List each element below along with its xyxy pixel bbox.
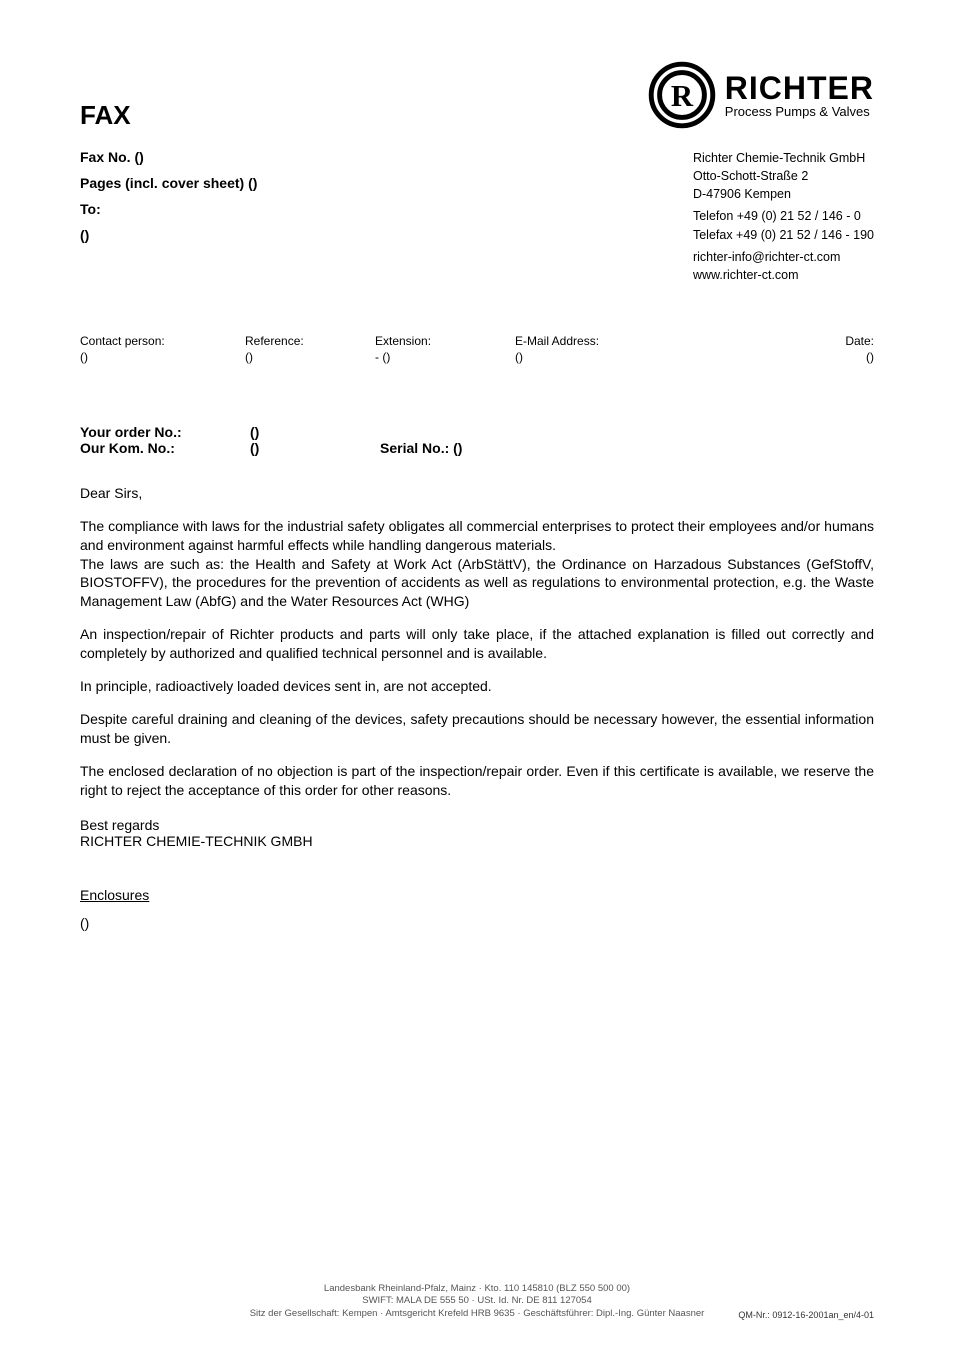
top-section: Fax No. () Pages (incl. cover sheet) () … <box>80 149 874 284</box>
meta-contact-label: Contact person: <box>80 334 245 348</box>
company-web: www.richter-ct.com <box>693 266 874 284</box>
meta-date-label: Date: <box>814 334 874 348</box>
body-p6: The enclosed declaration of no objection… <box>80 762 874 800</box>
enclosures-label: Enclosures <box>80 887 874 903</box>
body-p3: An inspection/repair of Richter products… <box>80 625 874 663</box>
serial-no: Serial No.: () <box>380 440 462 456</box>
logo-icon: R <box>647 60 717 130</box>
body-p2: The laws are such as: the Health and Saf… <box>80 555 874 612</box>
to-value: () <box>80 227 257 243</box>
meta-email: E-Mail Address: () <box>515 334 814 364</box>
order-row-kom: Our Kom. No.: () Serial No.: () <box>80 440 874 456</box>
company-city: D-47906 Kempen <box>693 185 874 203</box>
signoff-company: RICHTER CHEMIE-TECHNIK GMBH <box>80 833 874 849</box>
company-street: Otto-Schott-Straße 2 <box>693 167 874 185</box>
order-row-your: Your order No.: () <box>80 424 874 440</box>
company-fax: Telefax +49 (0) 21 52 / 146 - 190 <box>693 226 874 244</box>
body-text: Dear Sirs, The compliance with laws for … <box>80 484 874 800</box>
your-order-value: () <box>250 424 380 440</box>
meta-email-value: () <box>515 350 814 364</box>
fax-no-label: Fax No. () <box>80 149 257 165</box>
regards: Best regards <box>80 817 874 833</box>
meta-contact-value: () <box>80 350 245 364</box>
footer-line1: Landesbank Rheinland-Pfalz, Mainz · Kto.… <box>0 1283 954 1296</box>
svg-text:R: R <box>671 79 694 113</box>
footer: Landesbank Rheinland-Pfalz, Mainz · Kto.… <box>0 1283 954 1321</box>
meta-reference-value: () <box>245 350 375 364</box>
order-block: Your order No.: () Our Kom. No.: () Seri… <box>80 424 874 456</box>
left-header: Fax No. () Pages (incl. cover sheet) () … <box>80 149 257 284</box>
body-p4: In principle, radioactively loaded devic… <box>80 677 874 696</box>
meta-email-label: E-Mail Address: <box>515 334 814 348</box>
body-p5: Despite careful draining and cleaning of… <box>80 710 874 748</box>
salutation: Dear Sirs, <box>80 484 874 503</box>
meta-extension-label: Extension: <box>375 334 515 348</box>
pages-label: Pages (incl. cover sheet) () <box>80 175 257 191</box>
your-order-label: Your order No.: <box>80 424 250 440</box>
company-email: richter-info@richter-ct.com <box>693 248 874 266</box>
meta-extension-value: - () <box>375 350 515 364</box>
company-name: Richter Chemie-Technik GmbH <box>693 149 874 167</box>
fax-title: FAX <box>80 100 131 131</box>
our-kom-value: () <box>250 440 380 456</box>
meta-extension: Extension: - () <box>375 334 515 364</box>
meta-date: Date: () <box>814 334 874 364</box>
our-kom-label: Our Kom. No.: <box>80 440 250 456</box>
meta-row: Contact person: () Reference: () Extensi… <box>80 334 874 364</box>
meta-reference: Reference: () <box>245 334 375 364</box>
company-phone: Telefon +49 (0) 21 52 / 146 - 0 <box>693 207 874 225</box>
logo-tagline: Process Pumps & Valves <box>725 104 874 119</box>
footer-qm: QM-Nr.: 0912-16-2001an_en/4-01 <box>738 1309 874 1321</box>
logo-block: R RICHTER Process Pumps & Valves <box>647 60 874 130</box>
meta-contact: Contact person: () <box>80 334 245 364</box>
body-p1: The compliance with laws for the industr… <box>80 517 874 555</box>
signoff: Best regards RICHTER CHEMIE-TECHNIK GMBH <box>80 817 874 849</box>
to-label: To: <box>80 201 257 217</box>
meta-reference-label: Reference: <box>245 334 375 348</box>
company-block: Richter Chemie-Technik GmbH Otto-Schott-… <box>693 149 874 284</box>
logo-wordmark: RICHTER <box>725 72 874 104</box>
header-row: FAX R RICHTER Process Pumps & Valves <box>80 60 874 131</box>
enclosures-value: () <box>80 915 874 931</box>
footer-line2: SWIFT: MALA DE 555 50 · USt. Id. Nr. DE … <box>0 1295 954 1308</box>
meta-date-value: () <box>814 350 874 364</box>
logo-text-block: RICHTER Process Pumps & Valves <box>725 72 874 119</box>
